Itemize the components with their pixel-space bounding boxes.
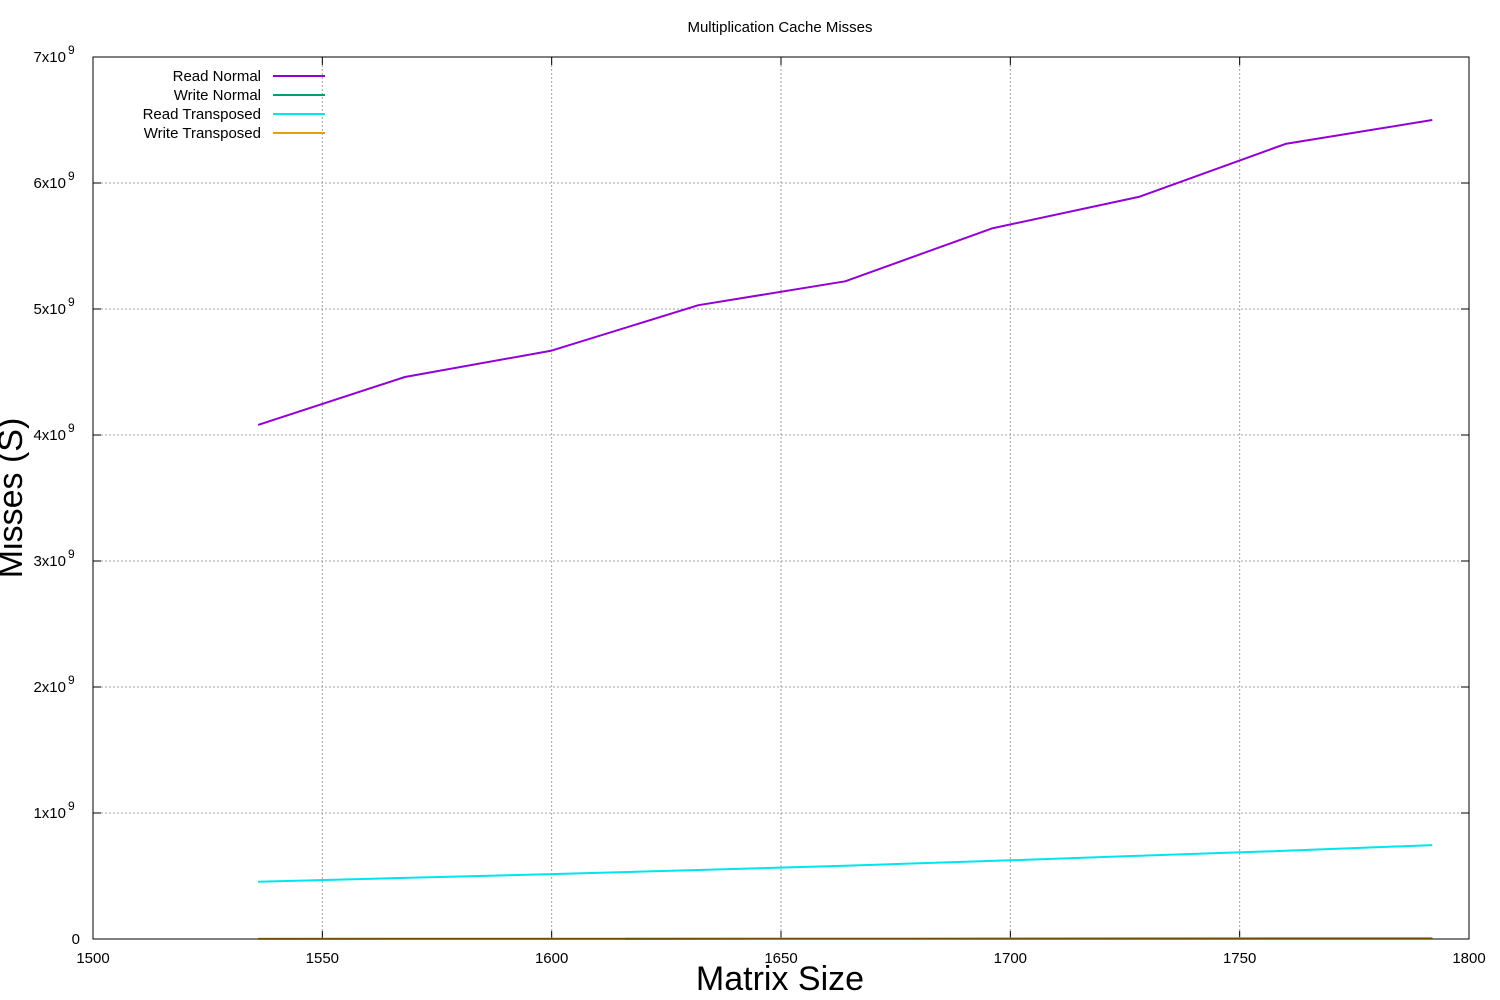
y-tick-label: 6x10 (33, 175, 66, 192)
x-tick-label: 1500 (76, 950, 109, 967)
x-tick-label: 1700 (994, 950, 1027, 967)
x-tick-label: 1650 (764, 950, 797, 967)
x-tick-label: 1800 (1452, 950, 1485, 967)
y-tick-label: 1x10 (33, 805, 66, 822)
y-tick-label-group: 2x10 9 (33, 673, 75, 696)
chart-title: Multiplication Cache Misses (687, 19, 872, 36)
legend-label: Read Normal (173, 68, 261, 85)
legend-label: Write Transposed (144, 125, 261, 142)
y-tick-label-group: 5x10 9 (33, 295, 75, 318)
y-tick-exponent: 9 (68, 43, 75, 57)
series-line-read-transposed (258, 844, 1433, 883)
y-tick-label-group: 3x10 9 (33, 547, 75, 570)
y-tick-label: 5x10 (33, 301, 66, 318)
x-tick-labels: 1500 1550 1600 1650 1700 1750 1800 (76, 950, 1485, 967)
x-tick-label: 1600 (535, 950, 568, 967)
y-tick-label-group: 6x10 9 (33, 169, 75, 192)
x-axis-label: Matrix Size (696, 960, 864, 998)
grid-lines (93, 57, 1469, 939)
x-tick-label: 1750 (1223, 950, 1256, 967)
legend: Read Normal Write Normal Read Transposed Wr… (143, 68, 325, 142)
y-tick-label: 3x10 (33, 553, 66, 570)
y-tick-exponent: 9 (68, 547, 75, 561)
y-tick-exponent: 9 (68, 295, 75, 309)
legend-label: Read Transposed (143, 106, 261, 123)
series-line-read-normal (257, 119, 1433, 426)
x-tick-label: 1550 (306, 950, 339, 967)
legend-label: Write Normal (174, 87, 261, 104)
series-lines (257, 119, 1433, 940)
y-tick-label: 4x10 (33, 427, 66, 444)
y-tick-label: 0 (72, 931, 80, 948)
y-tick-label-group: 0 (72, 931, 80, 948)
y-tick-exponent: 9 (68, 169, 75, 183)
y-tick-label-group: 4x10 9 (33, 421, 75, 444)
y-tick-label: 7x10 (33, 49, 66, 66)
y-axis-label: Misses (S) (0, 418, 30, 579)
y-tick-label: 2x10 (33, 679, 66, 696)
y-tick-label-group: 1x10 9 (33, 799, 75, 822)
y-tick-label-group: 7x10 9 (33, 43, 75, 66)
y-tick-exponent: 9 (68, 421, 75, 435)
y-tick-exponent: 9 (68, 799, 75, 813)
y-tick-exponent: 9 (68, 673, 75, 687)
plot-frame (92, 56, 1470, 940)
